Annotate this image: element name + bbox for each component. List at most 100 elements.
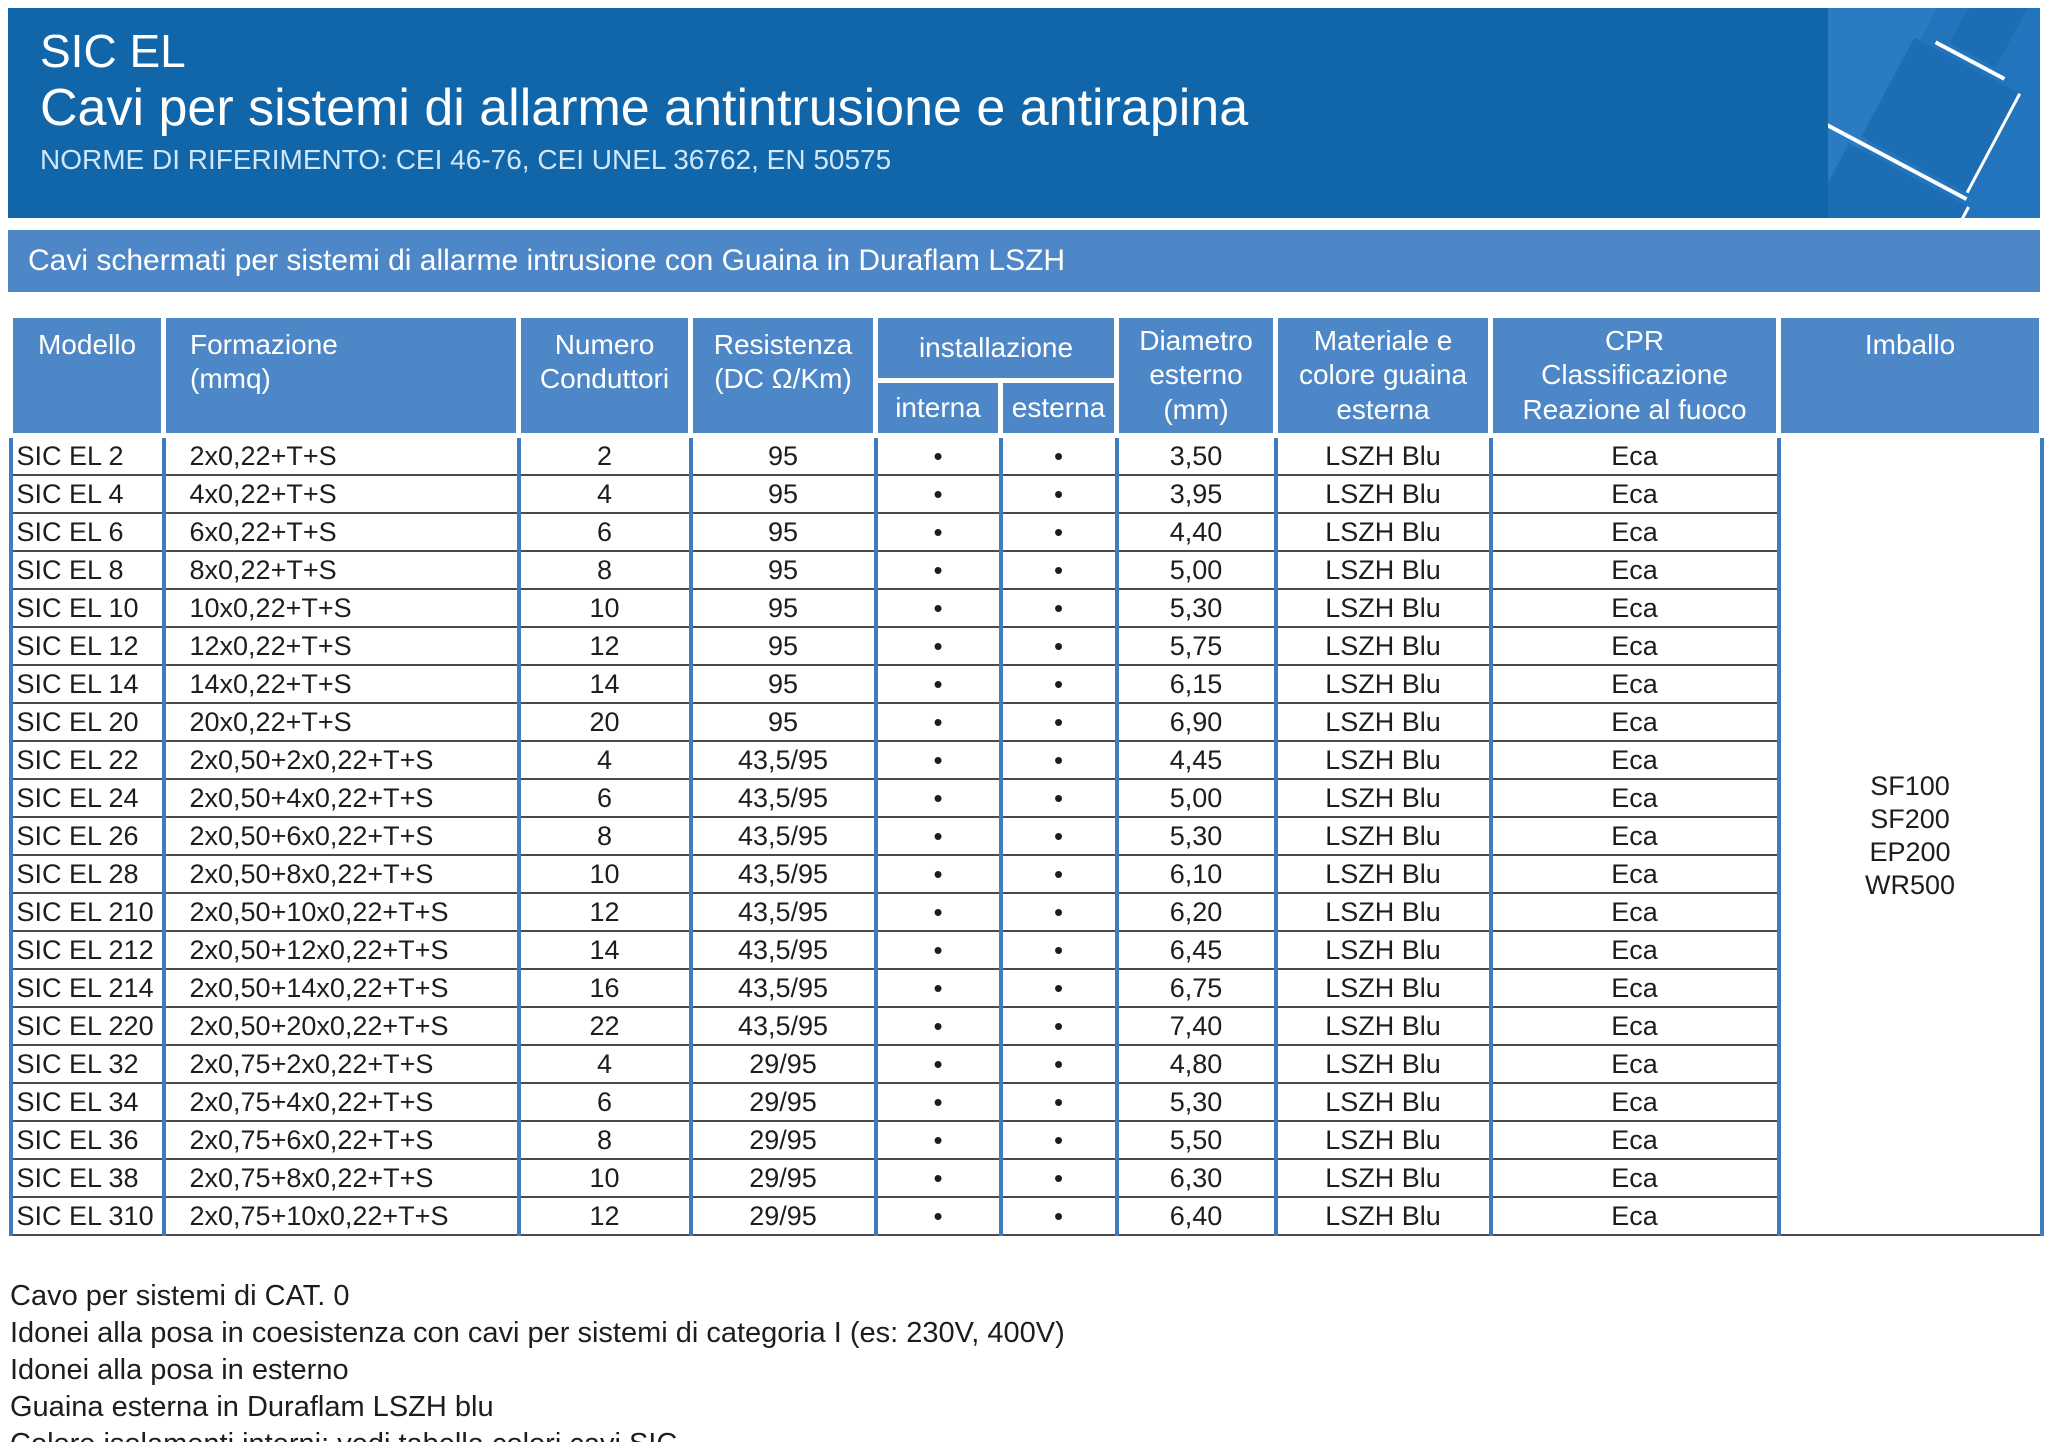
install-interna-dot: • (873, 512, 1003, 552)
conductors-cell: 20 (516, 702, 693, 742)
resistance-cell: 95 (688, 550, 878, 590)
page-title: SIC EL (40, 25, 186, 77)
formation-cell: 2x0,75+4x0,22+T+S (161, 1082, 521, 1122)
resistance-cell: 43,5/95 (688, 778, 878, 818)
table-row: SIC EL 212 2x0,50+12x0,22+T+S 14 43,5/95 • • 6… (8, 930, 2042, 970)
material-cell: LSZH Blu (1273, 930, 1493, 970)
col-header-formazione: Formazione (mmq) (161, 313, 521, 438)
install-esterna-dot: • (998, 512, 1119, 552)
model-cell: SIC EL 34 (8, 1082, 166, 1122)
model-cell: SIC EL 6 (8, 512, 166, 552)
install-esterna-dot: • (998, 664, 1119, 704)
material-cell: LSZH Blu (1273, 1158, 1493, 1198)
install-esterna-dot: • (998, 854, 1119, 894)
install-esterna-dot: • (998, 740, 1119, 780)
install-esterna-dot: • (998, 588, 1119, 628)
resistance-cell: 43,5/95 (688, 816, 878, 856)
formation-cell: 2x0,50+2x0,22+T+S (161, 740, 521, 780)
install-interna-dot: • (873, 1158, 1003, 1198)
install-esterna-dot: • (998, 930, 1119, 970)
note-line: Idonei alla posa in coesistenza con cavi… (10, 1317, 1065, 1349)
cpr-cell: Eca (1488, 588, 1781, 628)
install-esterna-dot: • (998, 1196, 1119, 1236)
diameter-cell: 5,00 (1114, 778, 1278, 818)
diameter-cell: 6,10 (1114, 854, 1278, 894)
table-row: SIC EL 10 10x0,22+T+S 10 95 • • 5,30 LSZH Blu Ec… (8, 588, 2042, 628)
header-text-block: SIC EL Cavi per sistemi di allarme antin… (40, 26, 1248, 176)
install-interna-dot: • (873, 702, 1003, 742)
resistance-cell: 29/95 (688, 1196, 878, 1236)
col-header-esterna: esterna (997, 378, 1120, 438)
table-header: Modello Formazione (mmq) Numero Condutto… (8, 313, 2045, 438)
conductors-cell: 14 (516, 664, 693, 704)
resistance-cell: 43,5/95 (688, 892, 878, 932)
cpr-cell: Eca (1488, 512, 1781, 552)
imballo-line: SF100 (1870, 771, 1950, 802)
material-cell: LSZH Blu (1273, 702, 1493, 742)
install-esterna-dot: • (998, 1006, 1119, 1046)
section-banner-text: Cavi schermati per sistemi di allarme in… (28, 244, 1066, 277)
table-row: SIC EL 4 4x0,22+T+S 4 95 • • 3,95 LSZH Blu Eca (8, 474, 2042, 514)
table-row: SIC EL 28 2x0,50+8x0,22+T+S 10 43,5/95 • • 6,1… (8, 854, 2042, 894)
model-cell: SIC EL 14 (8, 664, 166, 704)
formation-cell: 6x0,22+T+S (161, 512, 521, 552)
cable-graphic (1828, 8, 2040, 218)
conductors-cell: 10 (516, 854, 693, 894)
model-cell: SIC EL 310 (8, 1196, 166, 1236)
material-cell: LSZH Blu (1273, 1120, 1493, 1160)
cpr-cell: Eca (1488, 854, 1781, 894)
cpr-cell: Eca (1488, 930, 1781, 970)
table-row: SIC EL 24 2x0,50+4x0,22+T+S 6 43,5/95 • • 5,00… (8, 778, 2042, 818)
install-interna-dot: • (873, 1120, 1003, 1160)
material-cell: LSZH Blu (1273, 854, 1493, 894)
table-row: SIC EL 14 14x0,22+T+S 14 95 • • 6,15 LSZH Blu Ec… (8, 664, 2042, 704)
formation-cell: 8x0,22+T+S (161, 550, 521, 590)
diameter-cell: 7,40 (1114, 1006, 1278, 1046)
conductors-cell: 12 (516, 626, 693, 666)
diameter-cell: 5,75 (1114, 626, 1278, 666)
table-row: SIC EL 26 2x0,50+6x0,22+T+S 8 43,5/95 • • 5,30… (8, 816, 2042, 856)
formation-cell: 2x0,50+14x0,22+T+S (161, 968, 521, 1008)
material-cell: LSZH Blu (1273, 1082, 1493, 1122)
table-row: SIC EL 214 2x0,50+14x0,22+T+S 16 43,5/95 • • 6… (8, 968, 2042, 1008)
model-cell: SIC EL 24 (8, 778, 166, 818)
conductors-cell: 12 (516, 1196, 693, 1236)
cpr-cell: Eca (1488, 1120, 1781, 1160)
diameter-cell: 6,15 (1114, 664, 1278, 704)
diameter-cell: 3,95 (1114, 474, 1278, 514)
conductors-cell: 8 (516, 1120, 693, 1160)
imballo-line: SF200 (1870, 804, 1950, 835)
conductors-cell: 8 (516, 550, 693, 590)
footer-notes: Cavo per sistemi di CAT. 0 Idonei alla p… (10, 1278, 1065, 1442)
install-interna-dot: • (873, 740, 1003, 780)
resistance-cell: 43,5/95 (688, 854, 878, 894)
conductors-cell: 4 (516, 1044, 693, 1084)
table-row: SIC EL 8 8x0,22+T+S 8 95 • • 5,00 LSZH Blu Eca (8, 550, 2042, 590)
table-row: SIC EL 310 2x0,75+10x0,22+T+S 12 29/95 • • 6,4… (8, 1196, 2042, 1236)
conductors-cell: 14 (516, 930, 693, 970)
note-line: Guaina esterna in Duraflam LSZH blu (10, 1391, 494, 1423)
table-body: SIC EL 2 2x0,22+T+S 2 95 • • 3,50 LSZH Blu Eca SF… (8, 434, 2044, 1236)
cpr-cell: Eca (1488, 740, 1781, 780)
resistance-cell: 29/95 (688, 1120, 878, 1160)
note-line: Idonei alla posa in esterno (10, 1354, 349, 1386)
model-cell: SIC EL 212 (8, 930, 166, 970)
model-cell: SIC EL 12 (8, 626, 166, 666)
model-cell: SIC EL 26 (8, 816, 166, 856)
install-esterna-dot: • (998, 702, 1119, 742)
conductors-cell: 22 (516, 1006, 693, 1046)
resistance-cell: 95 (688, 474, 878, 514)
install-esterna-dot: • (998, 474, 1119, 514)
resistance-cell: 95 (688, 626, 878, 666)
resistance-cell: 29/95 (688, 1082, 878, 1122)
diameter-cell: 6,40 (1114, 1196, 1278, 1236)
table-row: SIC EL 32 2x0,75+2x0,22+T+S 4 29/95 • • 4,80 LS… (8, 1044, 2042, 1084)
formation-cell: 4x0,22+T+S (161, 474, 521, 514)
imballo-cell: SF100 SF200 EP200 WR500 (1776, 434, 2044, 1236)
diameter-cell: 5,30 (1114, 588, 1278, 628)
reference-norms: NORME DI RIFERIMENTO: CEI 46-76, CEI UNE… (40, 144, 892, 176)
cpr-cell: Eca (1488, 664, 1781, 704)
cpr-cell: Eca (1488, 816, 1781, 856)
conductors-cell: 2 (516, 434, 693, 476)
